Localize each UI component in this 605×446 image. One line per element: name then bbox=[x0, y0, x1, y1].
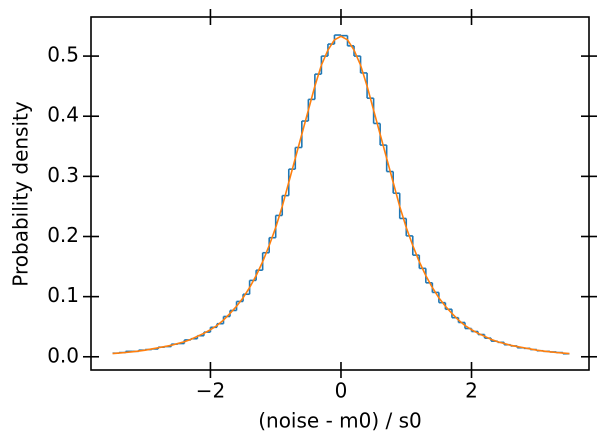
x-tick-label: 0 bbox=[335, 379, 348, 403]
y-tick-label: 0.4 bbox=[47, 103, 79, 127]
y-axis-label: Probability density bbox=[9, 101, 33, 287]
y-tick-label: 0.1 bbox=[47, 283, 79, 307]
plot-frame bbox=[90, 16, 590, 371]
x-tick-label: 2 bbox=[465, 379, 478, 403]
y-tick-label: 0.0 bbox=[47, 343, 79, 367]
y-tick-label: 0.3 bbox=[47, 163, 79, 187]
fit-line bbox=[112, 35, 570, 355]
x-axis-label: (noise - m0) / s0 bbox=[258, 409, 422, 433]
y-tick-label: 0.5 bbox=[47, 43, 79, 67]
y-tick-label: 0.2 bbox=[47, 223, 79, 247]
x-tick-label: −2 bbox=[196, 379, 225, 403]
